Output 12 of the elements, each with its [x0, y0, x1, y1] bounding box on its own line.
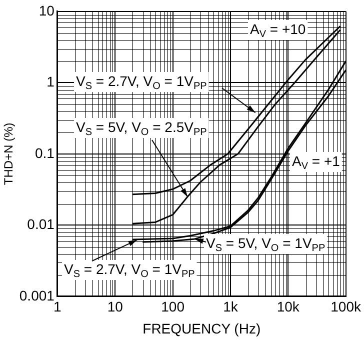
x-tick-label: 10k	[276, 298, 300, 315]
x-tick-label: 1k	[223, 298, 239, 315]
x-axis-title: FREQUENCY (Hz)	[142, 320, 261, 336]
y-tick-label: 0.1	[34, 144, 55, 161]
y-tick-label: 10	[38, 2, 55, 18]
y-tick-label: 1	[46, 74, 55, 90]
y-axis-title: THD+N (%)	[2, 122, 16, 186]
y-tick-label: 0.001	[19, 287, 55, 304]
y-tick-label: 0.01	[27, 216, 55, 232]
x-tick-label: 100k	[330, 298, 362, 315]
x-tick-label: 10	[107, 298, 124, 315]
x-tick-label: 100	[161, 298, 185, 315]
